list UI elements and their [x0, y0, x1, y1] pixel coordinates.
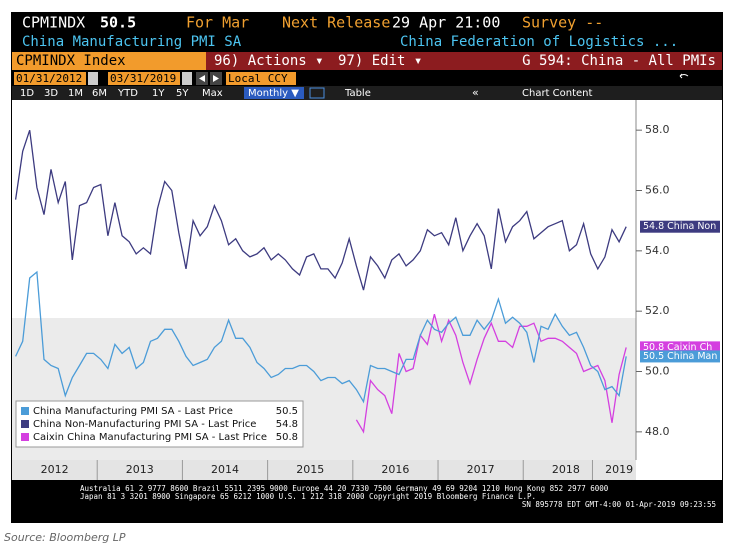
frequency[interactable]: Monthly ▼: [248, 88, 299, 99]
group: G 594: China - All PMIs: [522, 53, 716, 69]
legend-value: 50.5: [276, 406, 298, 417]
legend-swatch: [21, 433, 29, 441]
y-tick-label: 48.0: [645, 425, 670, 438]
end-tag-box: [640, 220, 720, 233]
actions-menu[interactable]: 96) Actions ▾: [214, 53, 324, 69]
legend-swatch: [21, 420, 29, 428]
source-org: China Federation of Logistics ...: [400, 34, 678, 50]
footer-line: Japan 81 3 3201 8900 Singapore 65 6212 1…: [80, 492, 536, 501]
x-tick-label: 2016: [381, 463, 409, 476]
series-line: [15, 270, 627, 404]
date-box[interactable]: [108, 72, 180, 85]
y-tick-label: 56.0: [645, 184, 670, 197]
range-button[interactable]: 3D: [44, 88, 58, 99]
next-arrow: [213, 75, 219, 82]
legend-label: China Non-Manufacturing PMI SA - Last Pr…: [33, 419, 256, 430]
security-box: [12, 52, 206, 70]
range-button[interactable]: Max: [202, 88, 223, 99]
footer-line: SN 895778 EDT GMT-4:00 01-Apr-2019 09:23…: [522, 500, 716, 509]
chart-type-icon[interactable]: [309, 87, 325, 99]
y-tick-label: 52.0: [645, 304, 670, 317]
table-button[interactable]: Table: [344, 88, 371, 99]
toolbar: [12, 86, 722, 100]
period: For Mar: [186, 14, 249, 32]
legend: [15, 400, 304, 448]
range-button[interactable]: 1Y: [152, 88, 165, 99]
series-line: [355, 314, 627, 434]
x-tick-label: 2018: [552, 463, 580, 476]
x-tick-label: 2014: [211, 463, 239, 476]
x-tick-label: 2013: [126, 463, 154, 476]
currency-box[interactable]: [226, 72, 296, 85]
range-button[interactable]: 1M: [68, 88, 83, 99]
axis-corner: [636, 460, 722, 480]
y-tick-label: 58.0: [645, 123, 670, 136]
end-tag: 50.8 Caixin Ch: [643, 342, 712, 353]
x-tick-label: 2015: [296, 463, 324, 476]
edit-menu[interactable]: 97) Edit ▾: [338, 53, 422, 69]
range-button[interactable]: 5Y: [176, 88, 189, 99]
caption: Source: Bloomberg LP: [4, 531, 126, 544]
x-tick-label: 2019: [605, 463, 633, 476]
chart-content-button[interactable]: Chart Content: [522, 88, 593, 99]
legend-swatch: [21, 407, 29, 415]
legend-value: 54.8: [276, 419, 298, 430]
x-tick-label: 2012: [41, 463, 69, 476]
security: CPMINDX Index: [16, 53, 126, 69]
x-axis-strip: [12, 460, 636, 480]
y-tick-label: 50.0: [645, 365, 670, 378]
series-line: [14, 129, 627, 291]
range-button[interactable]: 1D: [20, 88, 34, 99]
next-release: 29 Apr 21:00: [392, 14, 500, 32]
legend-value: 50.8: [276, 432, 298, 443]
security-name: China Manufacturing PMI SA: [22, 34, 242, 50]
legend-label: Caixin China Manufacturing PMI SA - Last…: [33, 432, 267, 443]
menu-bar: [206, 52, 722, 70]
survey: Survey --: [522, 14, 603, 32]
prev-arrow: [199, 75, 205, 82]
date-box[interactable]: [14, 72, 86, 85]
undo-icon[interactable]: [679, 73, 689, 79]
end-tag: 54.8 China Non: [643, 221, 716, 232]
calendar-icon[interactable]: [182, 72, 192, 85]
end-tag-box: [640, 341, 720, 354]
end-tag-box: [640, 350, 720, 363]
frequency-box[interactable]: [244, 87, 304, 99]
footer-line: Australia 61 2 9777 8600 Brazil 5511 239…: [80, 484, 609, 493]
calendar-icon[interactable]: [88, 72, 98, 85]
start-date: 01/31/2012: [16, 72, 82, 85]
y-tick-label: 54.0: [645, 244, 670, 257]
collapse-button[interactable]: «: [472, 86, 479, 99]
next-release-label: Next Release: [282, 14, 390, 32]
x-tick-label: 2017: [467, 463, 495, 476]
range-button[interactable]: YTD: [117, 88, 138, 99]
range-button[interactable]: 6M: [92, 88, 107, 99]
end-tag: 50.5 China Man: [643, 351, 717, 362]
ticker: CPMINDX: [22, 14, 85, 32]
currency: Local CCY: [228, 72, 288, 85]
price: 50.5: [100, 14, 136, 32]
legend-label: China Manufacturing PMI SA - Last Price: [33, 406, 233, 417]
end-date: 03/31/2019: [110, 72, 176, 85]
